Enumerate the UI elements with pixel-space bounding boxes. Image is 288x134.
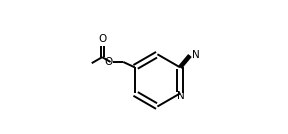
Text: O: O	[98, 34, 106, 44]
Text: O: O	[104, 57, 113, 67]
Text: N: N	[177, 91, 185, 101]
Text: N: N	[192, 50, 199, 60]
